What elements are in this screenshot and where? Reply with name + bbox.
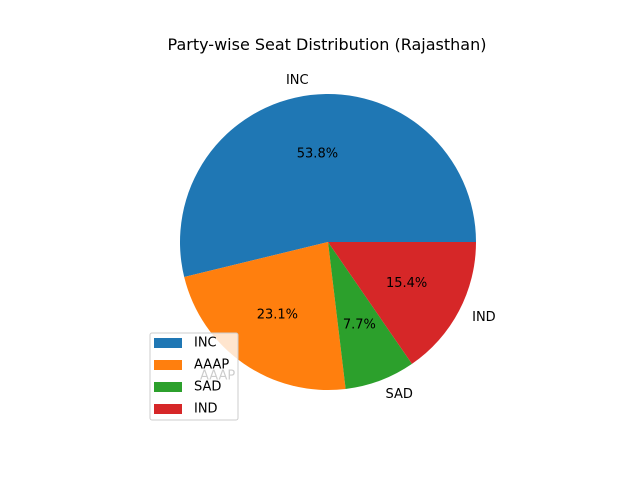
pie-slice-inc	[179, 94, 476, 278]
slice-label-sad: SAD	[386, 387, 413, 402]
slice-label-inc: INC	[286, 73, 309, 88]
percent-label-sad: 7.7%	[343, 318, 376, 333]
legend-swatch-inc	[154, 338, 182, 348]
legend-swatch-sad	[154, 382, 182, 392]
legend-label-aaap: AAAP	[194, 358, 229, 373]
percent-label-inc: 53.8%	[297, 146, 338, 161]
percent-label-ind: 15.4%	[386, 276, 427, 291]
pie-slice-sad	[328, 242, 412, 389]
legend-label-sad: SAD	[194, 380, 221, 395]
legend-label-inc: INC	[194, 336, 217, 351]
legend-swatch-aaap	[154, 360, 182, 370]
percent-label-aaap: 23.1%	[257, 307, 298, 322]
legend-swatch-ind	[154, 404, 182, 414]
legend-frame	[149, 332, 239, 421]
legend-label-ind: IND	[194, 402, 218, 417]
pie-slices	[179, 94, 476, 390]
pie-slice-aaap	[184, 242, 346, 390]
chart-title: Party-wise Seat Distribution (Rajasthan)	[168, 35, 487, 54]
pie-slice-ind	[328, 242, 476, 364]
slice-label-ind: IND	[472, 310, 496, 325]
chart-legend: INC AAAP SAD IND	[149, 332, 239, 421]
